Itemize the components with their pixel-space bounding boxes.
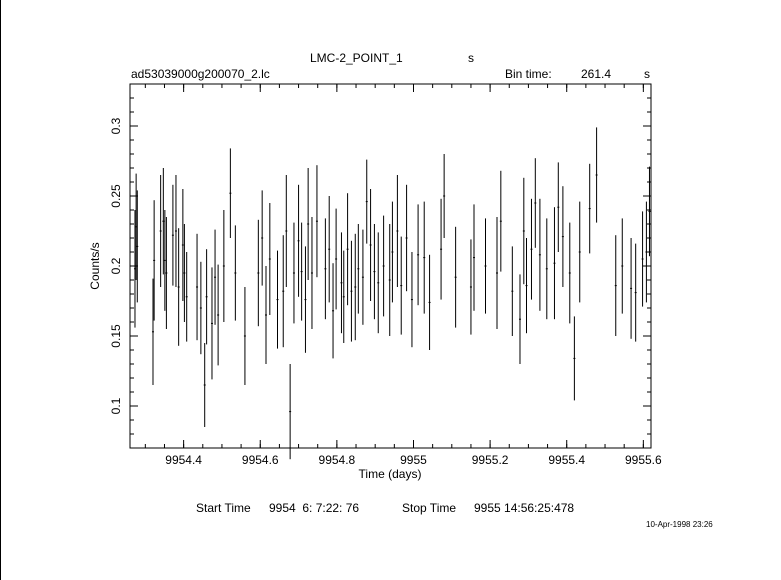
x-tick-label: 9954.6 [242,453,279,467]
x-tick-label: 9955 [400,453,427,467]
x-tick-label: 9955.6 [625,453,662,467]
start-time-value: 9954 6: 7:22: 76 [269,501,360,515]
x-tick-label: 9954.4 [165,453,202,467]
object-unit: s [468,51,474,65]
y-tick-label: 0.1 [109,397,123,414]
stop-time-value: 9955 14:56:25:478 [474,501,575,515]
bin-time-label: Bin time: [505,67,552,81]
x-axis-label: Time (days) [359,467,422,481]
y-tick-label: 0.3 [109,117,123,134]
filename-label: ad53039000g200070_2.lc [131,67,270,81]
window-left-border [0,0,1,580]
x-tick-label: 9955.2 [472,453,509,467]
y-tick-label: 0.15 [109,324,123,348]
y-tick-label: 0.25 [109,184,123,208]
stop-time-label: Stop Time [402,501,457,515]
start-time-label: Start Time [196,501,251,515]
x-axis-ticks: 9954.4 9954.6 9954.8 9955 9955.2 9955.4 9955.6 [144,84,662,467]
y-axis-label: Counts/s [88,242,102,289]
object-name: LMC-2_POINT_1 [310,51,403,65]
x-tick-label: 9955.4 [548,453,585,467]
bin-time-value: 261.4 [581,67,612,81]
plot-frame [129,83,652,449]
bin-time-unit: s [644,67,650,81]
data-points [133,127,651,460]
x-tick-label: 9954.8 [319,453,356,467]
y-tick-label: 0.2 [109,257,123,274]
plot-timestamp: 10-Apr-1998 23:26 [646,520,713,529]
